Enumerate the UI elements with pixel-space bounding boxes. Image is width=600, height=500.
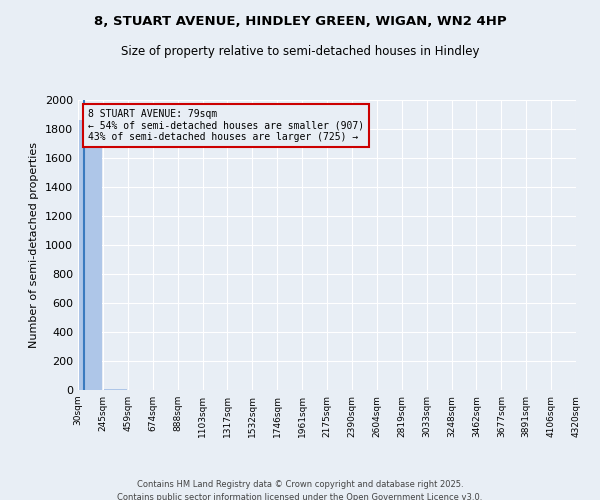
Y-axis label: Number of semi-detached properties: Number of semi-detached properties bbox=[29, 142, 40, 348]
Text: Contains public sector information licensed under the Open Government Licence v3: Contains public sector information licen… bbox=[118, 492, 482, 500]
Bar bbox=[79, 120, 103, 390]
Text: 8 STUART AVENUE: 79sqm
← 54% of semi-detached houses are smaller (907)
43% of se: 8 STUART AVENUE: 79sqm ← 54% of semi-det… bbox=[88, 108, 364, 142]
Text: Contains HM Land Registry data © Crown copyright and database right 2025.: Contains HM Land Registry data © Crown c… bbox=[137, 480, 463, 489]
Text: 8, STUART AVENUE, HINDLEY GREEN, WIGAN, WN2 4HP: 8, STUART AVENUE, HINDLEY GREEN, WIGAN, … bbox=[94, 15, 506, 28]
Text: Size of property relative to semi-detached houses in Hindley: Size of property relative to semi-detach… bbox=[121, 45, 479, 58]
